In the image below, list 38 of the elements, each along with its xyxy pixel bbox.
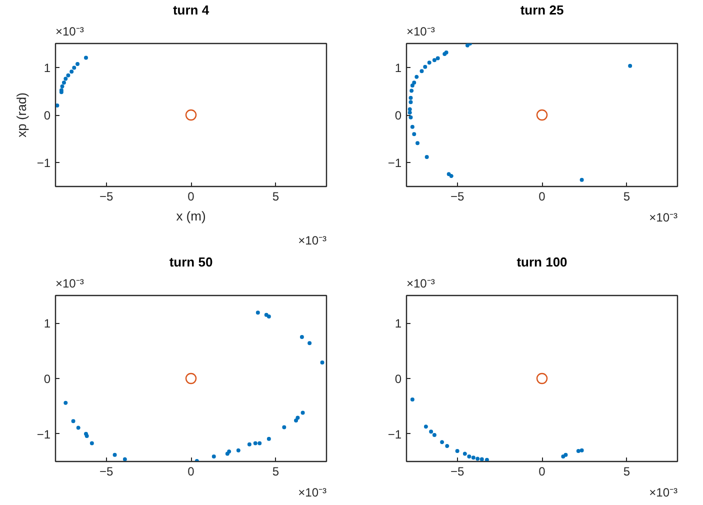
y-tick-label: 1 bbox=[394, 60, 402, 75]
x-tick-label: 0 bbox=[538, 464, 546, 478]
y-tick-label: 0 bbox=[44, 372, 51, 386]
chart-title: turn 100 bbox=[516, 254, 568, 270]
x-tick-label: −5 bbox=[99, 464, 114, 478]
y-tick-label: −1 bbox=[36, 427, 51, 442]
x-tick-label: 5 bbox=[623, 464, 630, 478]
x-tick-label: 0 bbox=[188, 190, 195, 204]
x-tick-label: −5 bbox=[99, 190, 114, 204]
text: ×10⁻³ bbox=[649, 210, 678, 224]
text: ×10⁻³ bbox=[56, 276, 84, 290]
x-axis-title: x (m) bbox=[176, 208, 206, 224]
y-axis-title: xp (rad) bbox=[14, 92, 29, 138]
y-tick-label: 1 bbox=[394, 316, 402, 331]
y-tick-label: 0 bbox=[44, 108, 51, 122]
x-tick-label: 0 bbox=[538, 190, 546, 204]
y-tick-label: −1 bbox=[388, 427, 402, 442]
y-tick-label: −1 bbox=[388, 156, 402, 170]
x-tick-label: 5 bbox=[272, 190, 280, 204]
text: ×10⁻³ bbox=[298, 234, 327, 248]
y-tick-label: 1 bbox=[44, 316, 51, 331]
text: ×10⁻³ bbox=[406, 276, 435, 290]
x-tick-label: 5 bbox=[272, 464, 280, 478]
x-tick-label: −5 bbox=[450, 190, 464, 204]
chart-title: turn 4 bbox=[172, 2, 210, 18]
text: ×10⁻³ bbox=[298, 486, 327, 500]
text: ×10⁻³ bbox=[649, 486, 678, 500]
x-tick-label: 5 bbox=[623, 190, 630, 204]
y-tick-label: 1 bbox=[44, 60, 51, 75]
chart-title: turn 25 bbox=[520, 2, 564, 18]
x-tick-label: −5 bbox=[450, 464, 464, 478]
y-tick-label: 0 bbox=[394, 372, 402, 386]
text: ×10⁻³ bbox=[56, 24, 84, 38]
x-tick-label: 0 bbox=[188, 464, 195, 478]
y-tick-label: −1 bbox=[36, 156, 51, 170]
text: ×10⁻³ bbox=[406, 24, 435, 38]
chart-title: turn 50 bbox=[169, 254, 213, 270]
y-tick-label: 0 bbox=[394, 108, 402, 122]
